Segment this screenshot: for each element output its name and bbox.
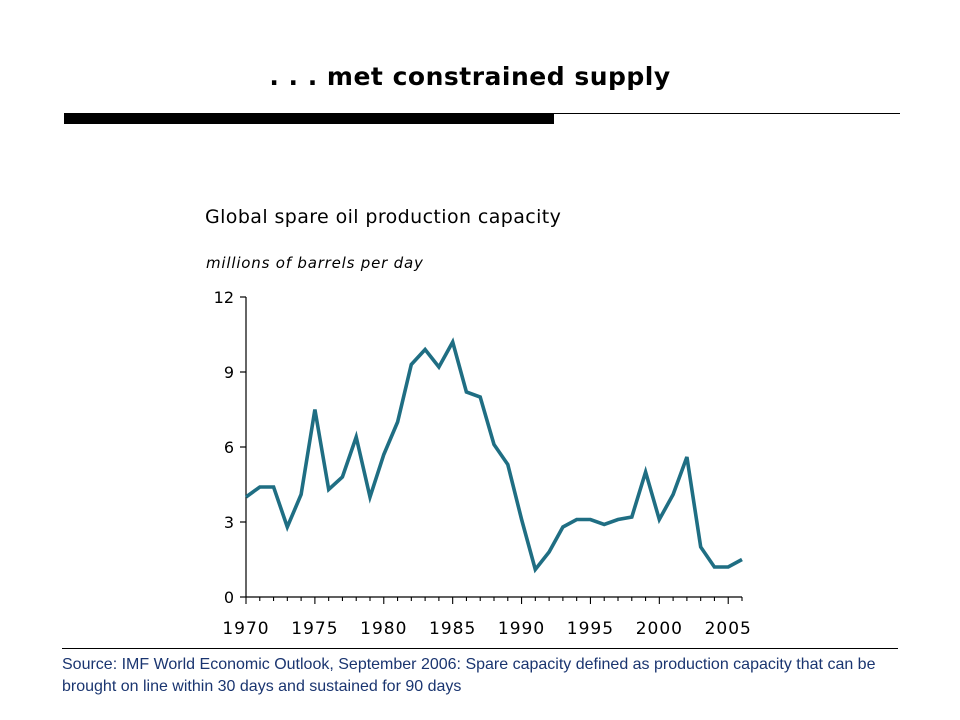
slide-title: . . . met constrained supply — [269, 62, 671, 91]
title-underline-thick — [64, 113, 554, 124]
x-tick-label: 2000 — [636, 619, 683, 639]
source-note: Source: IMF World Economic Outlook, Sept… — [62, 656, 876, 695]
x-tick-label: 1970 — [222, 619, 269, 639]
series-line — [244, 337, 743, 574]
chart-axes: 0 3 6 9 12 1970 1975 1980 1985 1990 1995 2000 2005 — [214, 288, 752, 639]
chart-title: Global spare oil production capacity — [205, 206, 562, 228]
x-tick-label: 2005 — [705, 619, 752, 639]
x-tick-label: 1975 — [291, 619, 338, 639]
x-tick-label: 1980 — [360, 619, 407, 639]
y-tick-label: 0 — [224, 588, 234, 607]
x-tick-label: 1990 — [498, 619, 545, 639]
y-tick-label: 3 — [224, 513, 234, 532]
y-tick-label: 6 — [224, 438, 234, 457]
x-tick-label: 1985 — [429, 619, 476, 639]
chart-units: millions of barrels per day — [206, 254, 424, 272]
y-tick-label: 9 — [224, 363, 234, 382]
y-tick-label: 12 — [214, 288, 234, 307]
title-underline-thin — [554, 113, 900, 114]
x-tick-label: 1995 — [567, 619, 614, 639]
chart-marks — [244, 337, 743, 574]
source-divider — [62, 648, 898, 649]
